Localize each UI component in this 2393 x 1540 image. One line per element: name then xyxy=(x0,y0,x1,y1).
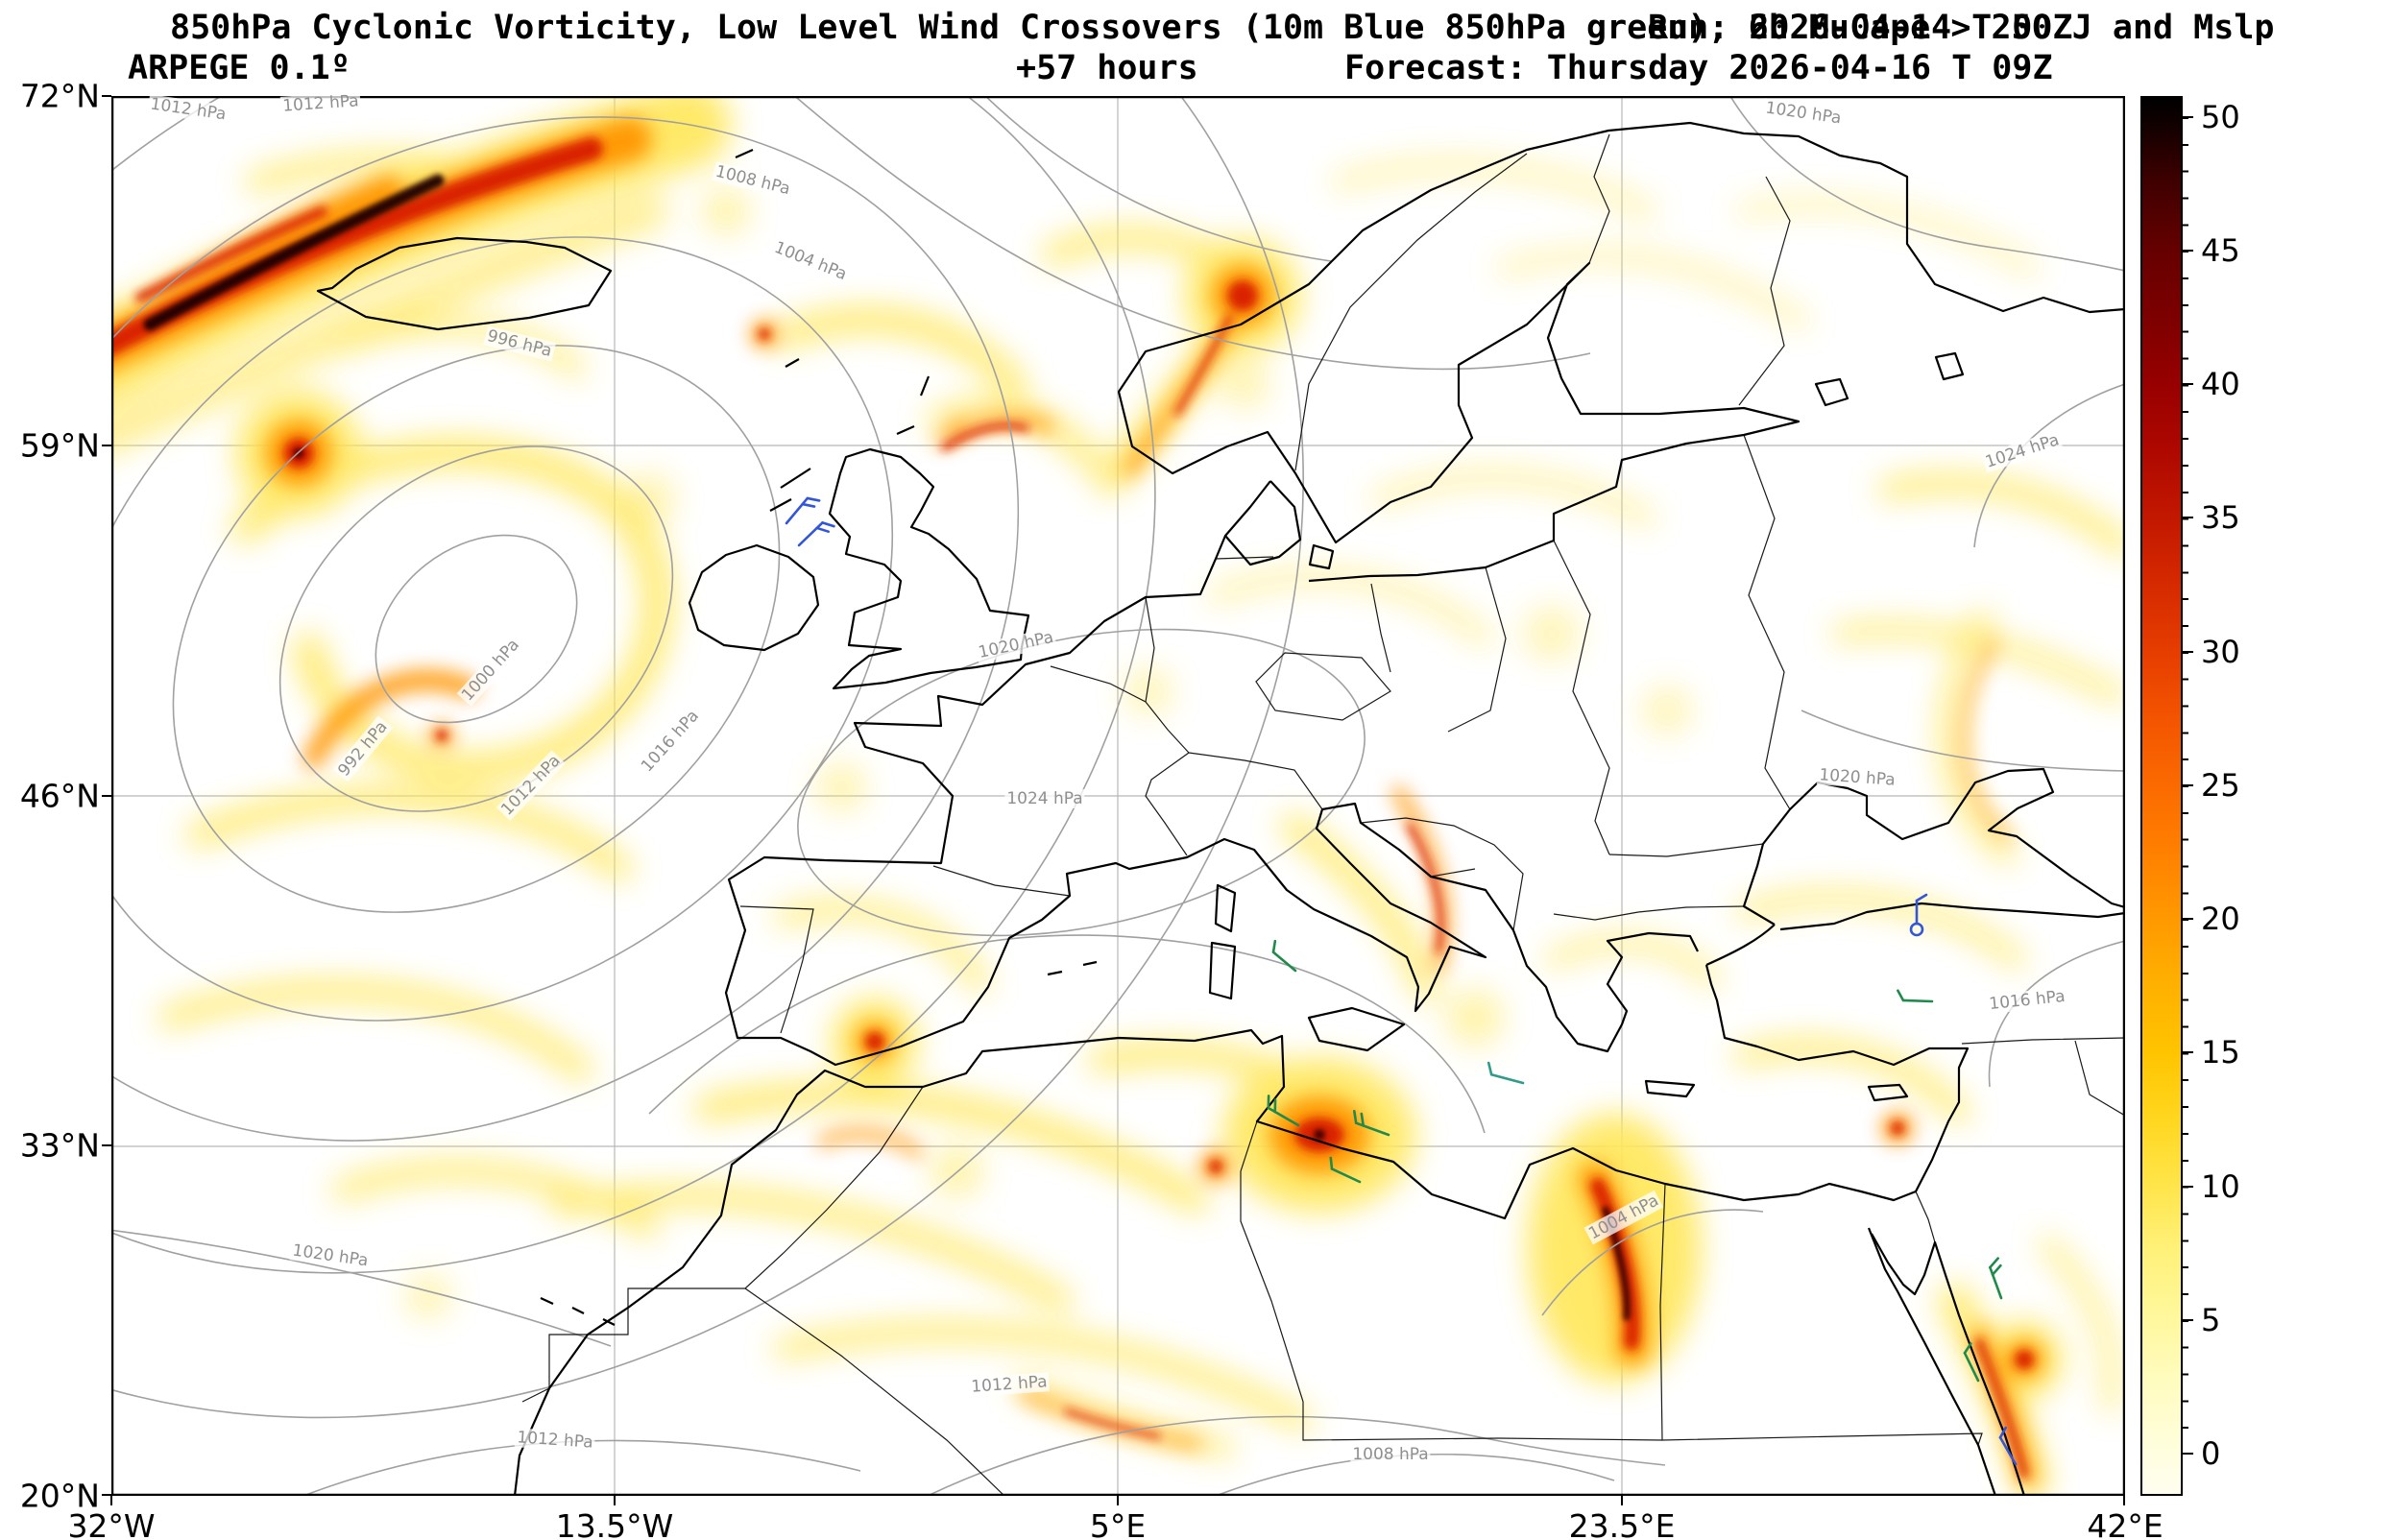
colorbar-tick-label: 35 xyxy=(2201,499,2240,536)
run-label: Run: 2026-04-14 T 00Z xyxy=(1648,9,2073,47)
colorbar-tick-label: 15 xyxy=(2201,1034,2240,1071)
colorbar-tick-label: 5 xyxy=(2201,1302,2221,1338)
wind-barb-icon xyxy=(1909,893,1928,937)
border-layer xyxy=(521,133,2125,1496)
lon-tick-label: 42°E xyxy=(2087,1507,2163,1540)
wind-barb-icon xyxy=(1267,1095,1300,1127)
wind-barb-icon xyxy=(1271,939,1297,973)
isobar-label: 1008 hPa xyxy=(1350,1445,1431,1464)
wind-barb-icon xyxy=(1989,1257,2003,1300)
lat-tick-label: 33°N xyxy=(19,1126,100,1165)
chart-title: 850hPa Cyclonic Vorticity, Low Level Win… xyxy=(170,9,2275,47)
lat-tick-label: 20°N xyxy=(19,1477,100,1515)
lat-tick-label: 46°N xyxy=(19,777,100,815)
colorbar-tick-label: 0 xyxy=(2201,1435,2221,1472)
wind-barb-icon xyxy=(1998,1426,2018,1466)
lat-tick-label: 72°N xyxy=(19,77,100,115)
colorbar-tick-label: 45 xyxy=(2201,232,2240,269)
colorbar-tick-label: 20 xyxy=(2201,901,2240,937)
wind-barb-icon xyxy=(785,496,821,525)
colorbar-tick-label: 10 xyxy=(2201,1168,2240,1205)
lon-tick-label: 32°W xyxy=(67,1507,156,1540)
colorbar-tick-label: 50 xyxy=(2201,99,2240,135)
lat-tick-label: 59°N xyxy=(19,426,100,465)
wind-barb-icon xyxy=(1897,989,1934,1003)
colorbar xyxy=(2140,96,2183,1496)
vorticity-heatmap-layer xyxy=(111,96,2125,1496)
colorbar-tick-label: 40 xyxy=(2201,366,2240,402)
lead-time-label: +57 hours xyxy=(1016,49,1198,87)
model-label: ARPEGE 0.1º xyxy=(128,49,350,87)
isobar-layer xyxy=(111,96,2125,1496)
lon-tick-label: 5°E xyxy=(1089,1507,1147,1540)
wind-barb-icon xyxy=(797,521,835,547)
wind-barb-icon xyxy=(1329,1156,1362,1184)
forecast-valid-label: Forecast: Thursday 2026-04-16 T 09Z xyxy=(1344,49,2053,87)
lon-tick-label: 23.5°E xyxy=(1568,1507,1676,1540)
wind-barb-icon xyxy=(1352,1109,1390,1137)
colorbar-tick-label: 25 xyxy=(2201,767,2240,804)
isobar-label: 1024 hPa xyxy=(1004,789,1085,808)
map-frame xyxy=(111,96,2125,1496)
lon-tick-label: 13.5°W xyxy=(555,1507,674,1540)
wind-barb-icon xyxy=(1963,1342,1980,1383)
colorbar-tick-label: 30 xyxy=(2201,634,2240,670)
wind-barb-icon xyxy=(1487,1061,1525,1085)
wind-barbs-layer xyxy=(785,496,2018,1466)
map-plot: 1012 hPa 1012 hPa 1008 hPa 1004 hPa 996 … xyxy=(111,91,2125,1496)
